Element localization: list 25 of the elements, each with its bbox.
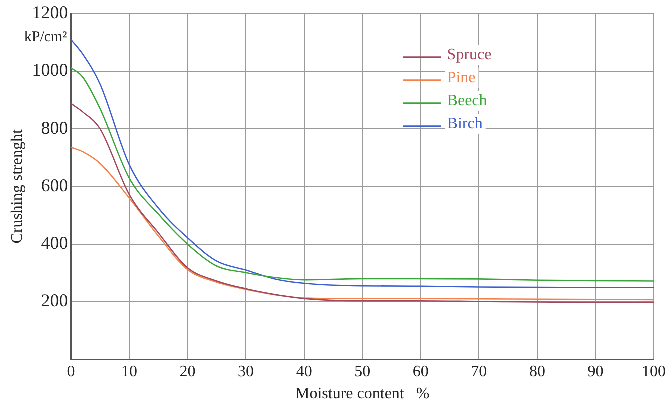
- x-tick-label: 0: [67, 363, 76, 380]
- y-tick-label: 1000: [32, 60, 68, 80]
- legend-label: Birch: [447, 116, 483, 133]
- legend-label: Beech: [447, 92, 488, 110]
- x-axis-title: Moisture content %: [296, 386, 430, 403]
- y-tick-label: 1200: [32, 2, 68, 23]
- x-tick-label: 60: [412, 363, 429, 380]
- y-tick-label: 200: [41, 290, 68, 311]
- x-tick-label: 20: [180, 363, 196, 380]
- x-tick-label: 80: [529, 363, 546, 380]
- legend-label: Pine: [447, 70, 476, 87]
- x-tick-label: 70: [471, 363, 488, 380]
- x-tick-label: 40: [296, 363, 312, 380]
- text: kP/cm²: [24, 30, 68, 46]
- y-tick-label: 600: [41, 175, 68, 196]
- legend-label: Spruce: [447, 46, 492, 64]
- x-tick-label: 30: [238, 363, 254, 380]
- x-tick-label: 100: [642, 363, 666, 380]
- line-series: [71, 146, 654, 301]
- x-tick-label: 90: [588, 363, 604, 380]
- y-tick-label: 800: [41, 118, 68, 138]
- x-tick-label: 10: [121, 363, 138, 380]
- x-tick-label: 50: [354, 363, 371, 380]
- y-axis-title: Crushing strenght: [8, 129, 26, 244]
- y-tick-label: 400: [41, 233, 68, 254]
